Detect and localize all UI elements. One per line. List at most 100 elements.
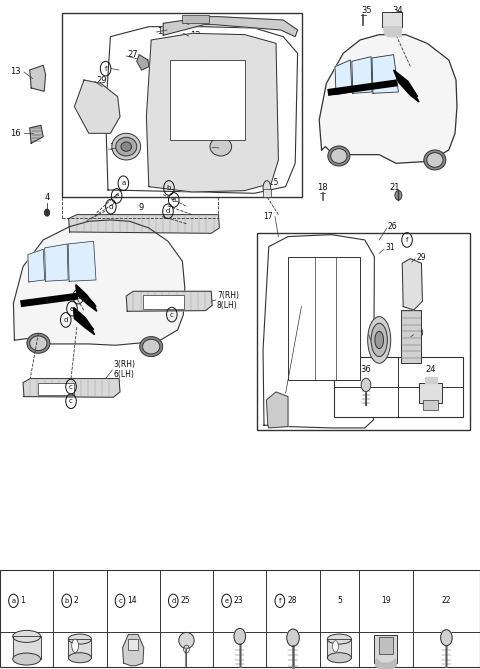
Text: e: e <box>225 598 228 604</box>
Polygon shape <box>30 66 46 91</box>
Text: 10: 10 <box>190 20 200 29</box>
Polygon shape <box>375 659 396 669</box>
Ellipse shape <box>331 149 347 163</box>
Polygon shape <box>425 377 437 383</box>
Ellipse shape <box>27 333 50 353</box>
Text: f: f <box>406 237 408 243</box>
Bar <box>263 189 271 197</box>
Polygon shape <box>266 392 288 428</box>
Ellipse shape <box>368 316 391 363</box>
Text: 2: 2 <box>74 596 79 605</box>
Text: 20: 20 <box>415 328 424 338</box>
Polygon shape <box>45 244 68 281</box>
Circle shape <box>395 191 402 200</box>
Ellipse shape <box>327 653 351 663</box>
Polygon shape <box>13 220 185 345</box>
Text: 11: 11 <box>109 143 120 153</box>
Circle shape <box>361 378 371 391</box>
Polygon shape <box>68 242 96 281</box>
Text: 34: 34 <box>393 6 403 15</box>
Text: 8(LH): 8(LH) <box>217 302 238 310</box>
Ellipse shape <box>371 323 387 357</box>
Ellipse shape <box>375 331 384 349</box>
Text: e: e <box>115 193 119 199</box>
Polygon shape <box>146 33 278 192</box>
Bar <box>382 12 402 27</box>
Text: 22: 22 <box>442 596 451 605</box>
Text: 31: 31 <box>385 244 395 252</box>
Circle shape <box>45 209 49 216</box>
Polygon shape <box>372 55 398 93</box>
Text: a: a <box>76 294 80 300</box>
Text: 6(LH): 6(LH) <box>114 370 134 379</box>
Text: f: f <box>104 66 107 72</box>
Polygon shape <box>352 57 372 93</box>
Polygon shape <box>263 235 374 428</box>
Text: 14: 14 <box>127 596 137 605</box>
Polygon shape <box>402 259 422 310</box>
Text: 17: 17 <box>263 212 273 221</box>
Text: 21: 21 <box>389 183 400 193</box>
Text: b: b <box>65 598 69 604</box>
Text: 6615: 6615 <box>260 178 279 187</box>
Text: 1: 1 <box>21 596 25 605</box>
Polygon shape <box>106 27 298 193</box>
Text: b: b <box>167 185 171 191</box>
Bar <box>257 233 470 430</box>
Ellipse shape <box>30 336 47 351</box>
Ellipse shape <box>12 630 40 642</box>
Ellipse shape <box>333 641 338 652</box>
Text: c: c <box>170 312 174 318</box>
Text: 29: 29 <box>96 76 107 85</box>
Ellipse shape <box>210 137 232 156</box>
Text: 15: 15 <box>157 27 168 37</box>
Text: 26: 26 <box>388 222 397 231</box>
Bar <box>334 357 463 417</box>
Bar <box>0 570 480 666</box>
Text: 28: 28 <box>287 596 297 605</box>
Bar <box>401 310 421 363</box>
Circle shape <box>287 629 300 646</box>
Ellipse shape <box>69 634 91 644</box>
Bar <box>379 637 393 654</box>
Text: d: d <box>63 317 68 323</box>
Text: 35: 35 <box>361 6 372 15</box>
Polygon shape <box>76 284 97 311</box>
Polygon shape <box>123 634 144 666</box>
Text: 33: 33 <box>302 300 312 309</box>
Text: c: c <box>69 383 73 389</box>
Text: a: a <box>12 598 15 604</box>
Text: 18: 18 <box>317 183 328 193</box>
Text: 36: 36 <box>360 365 372 374</box>
Text: d: d <box>171 598 175 604</box>
Text: e: e <box>172 197 176 203</box>
Text: 12: 12 <box>190 31 200 41</box>
Text: 30: 30 <box>370 328 379 338</box>
Text: c: c <box>69 398 73 404</box>
Text: 23: 23 <box>234 596 243 605</box>
Text: 7(RH): 7(RH) <box>217 292 239 300</box>
Polygon shape <box>69 215 219 233</box>
Text: c: c <box>118 598 122 604</box>
Bar <box>38 383 74 395</box>
Text: d: d <box>108 203 113 209</box>
Ellipse shape <box>72 639 79 652</box>
Polygon shape <box>137 55 149 70</box>
Ellipse shape <box>424 150 446 170</box>
Polygon shape <box>394 70 419 102</box>
Ellipse shape <box>121 142 132 151</box>
Bar <box>423 400 438 410</box>
Polygon shape <box>163 17 298 37</box>
Text: f: f <box>279 598 281 604</box>
Ellipse shape <box>328 146 350 166</box>
Bar <box>374 635 397 663</box>
Text: a: a <box>121 180 125 186</box>
Text: 25: 25 <box>180 596 190 605</box>
Ellipse shape <box>140 337 163 357</box>
Text: d: d <box>166 208 170 214</box>
Polygon shape <box>319 35 457 163</box>
Ellipse shape <box>427 153 443 167</box>
Text: 4: 4 <box>45 193 49 203</box>
Polygon shape <box>327 639 351 658</box>
Text: 29: 29 <box>416 253 426 262</box>
